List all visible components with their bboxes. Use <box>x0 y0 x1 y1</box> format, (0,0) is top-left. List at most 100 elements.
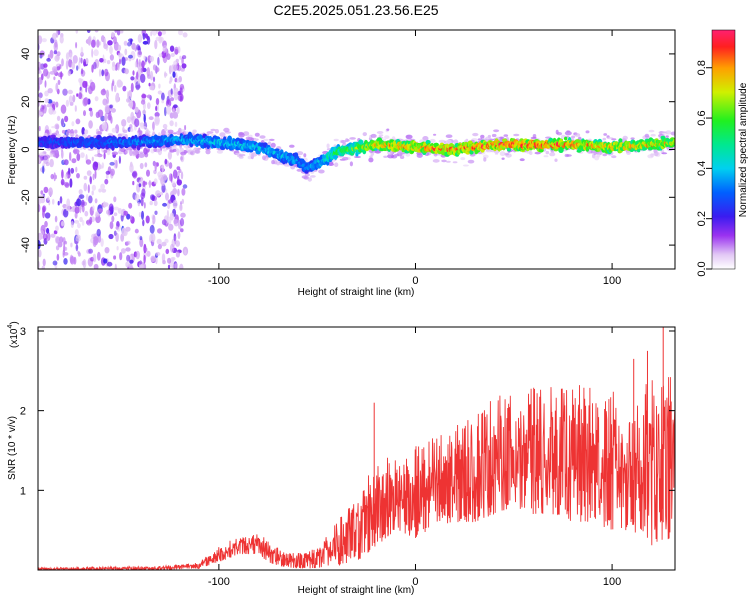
noise-speck <box>49 71 55 75</box>
noise-speck <box>171 181 176 187</box>
noise-speck <box>119 58 121 65</box>
noise-speck <box>78 57 81 63</box>
noise-speck <box>143 55 146 60</box>
noise-speck <box>172 188 178 195</box>
noise-speck <box>111 82 114 92</box>
noise-speck <box>162 260 166 265</box>
noise-speck <box>155 190 161 197</box>
noise-speck <box>123 210 128 216</box>
noise-speck <box>88 195 93 204</box>
haze-speck <box>530 136 537 140</box>
haze-speck <box>238 132 245 138</box>
noise-speck <box>61 149 64 159</box>
noise-speck <box>84 129 89 135</box>
noise-speck <box>174 235 177 245</box>
noise-speck <box>175 240 181 247</box>
haze-speck <box>432 159 440 163</box>
noise-speck <box>174 262 178 269</box>
haze-speck <box>611 155 617 159</box>
noise-speck <box>110 168 115 176</box>
noise-speck <box>110 108 117 113</box>
spectrogram-panel: -100 0 100 -40 -20 0 20 40 Height of straight … <box>7 29 676 298</box>
noise-speck <box>125 261 130 268</box>
haze-speck <box>238 153 246 157</box>
noise-speck <box>85 194 89 201</box>
noise-speck <box>83 58 86 67</box>
noise-speck <box>130 82 134 93</box>
noise-speck <box>105 170 111 175</box>
noise-speck <box>168 223 174 231</box>
noise-speck <box>41 38 47 43</box>
noise-speck <box>81 260 86 266</box>
haze-speck <box>254 132 260 137</box>
noise-speck <box>143 254 146 264</box>
noise-speck <box>172 169 178 179</box>
noise-speck <box>179 203 183 212</box>
ridge-cell <box>141 143 146 147</box>
y-tick-label: 2 <box>20 406 26 418</box>
spectrogram-x-ticks: -100 0 100 <box>208 30 621 287</box>
haze-speck <box>176 130 182 135</box>
haze-speck <box>318 169 325 174</box>
haze-speck <box>349 161 353 167</box>
haze-speck <box>214 129 219 134</box>
noise-speck <box>64 115 69 123</box>
noise-speck <box>76 153 81 162</box>
noise-speck <box>83 182 88 192</box>
haze-speck <box>653 151 659 157</box>
noise-speck <box>165 99 172 108</box>
noise-speck <box>139 236 143 241</box>
spectrogram-x-axis-label: Height of straight line (km) <box>298 287 415 298</box>
noise-speck <box>128 102 133 107</box>
noise-speck <box>50 173 55 180</box>
noise-speck <box>139 162 144 170</box>
noise-speck <box>94 96 99 102</box>
noise-speck <box>55 236 62 244</box>
noise-speck <box>100 238 104 247</box>
haze-speck <box>650 133 656 137</box>
noise-speck <box>160 180 166 186</box>
noise-speck <box>76 198 82 207</box>
haze-speck <box>452 161 458 164</box>
noise-speck <box>81 220 85 226</box>
y-tick-label: 20 <box>20 96 32 108</box>
noise-speck <box>146 67 151 77</box>
noise-speck <box>125 247 131 252</box>
noise-speck <box>173 104 178 109</box>
noise-speck <box>168 91 171 96</box>
noise-speck <box>86 30 91 33</box>
noise-speck <box>109 161 115 166</box>
noise-speck <box>108 233 114 240</box>
noise-speck <box>115 226 119 230</box>
colorbar: 0.0 0.2 0.4 0.6 0.8 Normalized spectral ampl… <box>696 29 749 277</box>
noise-speck <box>128 89 132 100</box>
noise-speck <box>87 184 90 194</box>
noise-speck <box>137 34 143 43</box>
noise-speck <box>142 219 145 227</box>
noise-speck <box>44 220 48 228</box>
noise-speck <box>52 32 57 40</box>
noise-speck <box>158 53 163 58</box>
noise-speck <box>156 238 162 245</box>
noise-speck <box>55 30 59 38</box>
noise-speck <box>113 84 117 93</box>
haze-speck <box>183 144 189 149</box>
noise-speck <box>69 151 72 161</box>
noise-speck <box>64 173 68 180</box>
noise-speck <box>68 167 71 175</box>
noise-speck <box>41 265 45 269</box>
noise-speck <box>78 252 81 257</box>
noise-speck <box>109 221 114 230</box>
noise-speck <box>120 248 126 254</box>
ridge-cell <box>506 147 512 152</box>
noise-speck <box>162 202 168 207</box>
noise-speck <box>137 201 140 207</box>
noise-speck <box>142 32 146 40</box>
noise-speck <box>180 154 185 163</box>
haze-speck <box>405 134 413 140</box>
noise-speck <box>75 243 79 252</box>
noise-speck <box>81 204 85 213</box>
haze-speck <box>340 140 347 144</box>
noise-speck <box>149 70 154 81</box>
noise-speck <box>72 94 76 103</box>
